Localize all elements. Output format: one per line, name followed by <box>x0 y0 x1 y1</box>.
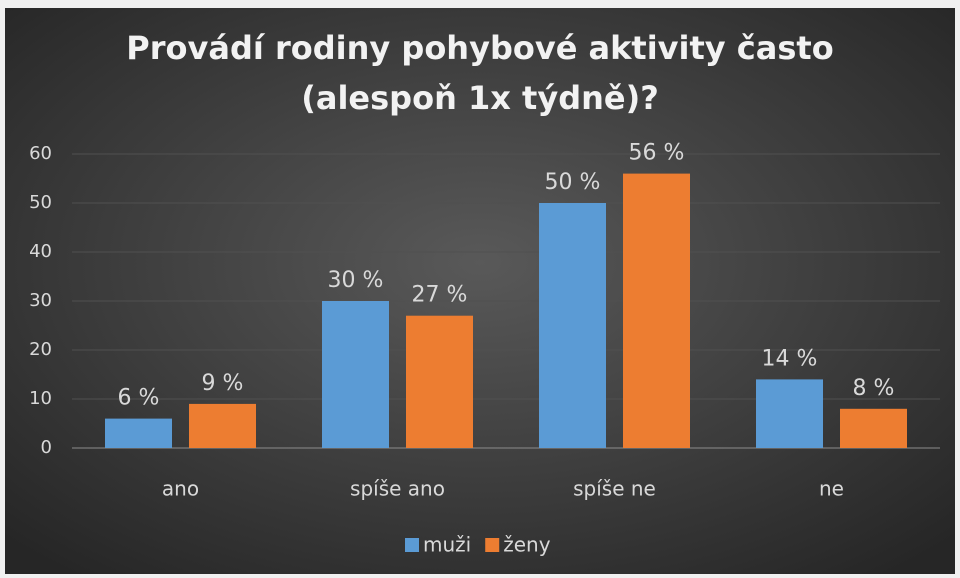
chart-title: Provádí rodiny pohybové aktivity často <box>126 29 833 67</box>
data-label: 8 % <box>853 376 895 401</box>
legend-swatch <box>405 538 419 552</box>
data-label: 9 % <box>202 371 244 396</box>
data-label: 30 % <box>328 268 384 293</box>
bar <box>539 203 606 448</box>
data-label: 50 % <box>545 170 601 195</box>
data-label: 14 % <box>762 346 818 371</box>
bar <box>756 379 823 448</box>
x-tick-label: ne <box>819 477 844 501</box>
bar <box>840 408 907 448</box>
data-label: 27 % <box>412 283 468 308</box>
x-tick-label: spíše ne <box>573 477 656 501</box>
y-tick-label: 60 <box>29 143 52 164</box>
bar <box>406 315 473 448</box>
bar <box>189 403 256 448</box>
data-label: 6 % <box>118 386 160 411</box>
x-tick-label: ano <box>162 477 199 501</box>
data-label: 56 % <box>629 141 685 166</box>
y-tick-label: 0 <box>41 437 52 458</box>
bar <box>322 301 389 448</box>
legend-swatch <box>485 538 500 552</box>
bar <box>105 418 172 448</box>
background <box>5 8 955 574</box>
y-tick-label: 50 <box>29 192 52 213</box>
y-tick-label: 10 <box>29 388 52 409</box>
bar <box>623 173 690 448</box>
legend-label: muži <box>423 533 471 557</box>
y-tick-label: 20 <box>29 339 52 360</box>
chart-title: (alespoň 1x týdně)? <box>301 79 659 117</box>
x-tick-label: spíše ano <box>350 477 445 501</box>
y-tick-label: 40 <box>29 241 52 262</box>
legend-label: ženy <box>503 533 550 557</box>
y-tick-label: 30 <box>29 290 52 311</box>
